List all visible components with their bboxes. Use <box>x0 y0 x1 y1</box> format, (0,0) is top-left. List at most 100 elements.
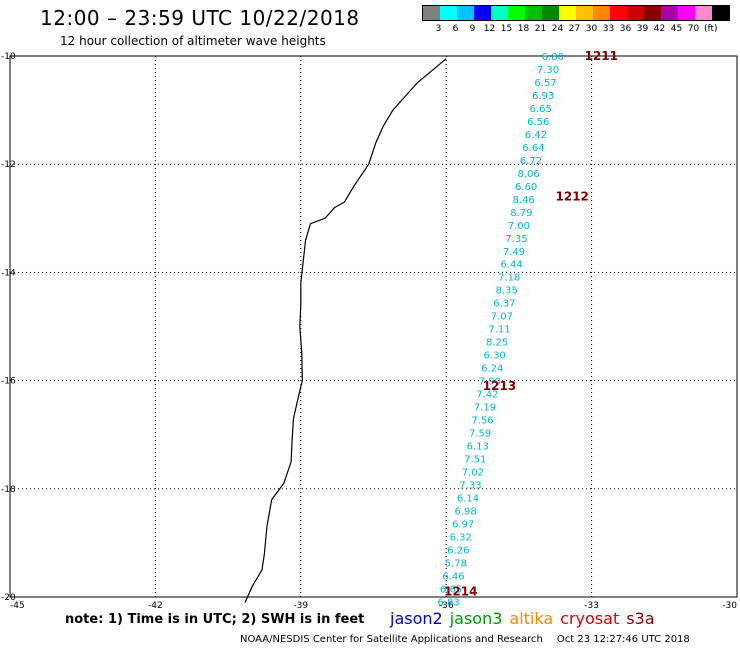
swh-value: 7.30 <box>537 65 559 76</box>
altimeter-track-values: 6.80 7.30 6.57 6.93 6.65 6.56 6.42 6.64 6.72 8.06… <box>437 52 563 608</box>
color-swatch <box>474 6 491 20</box>
swh-value: 8.25 <box>486 338 508 349</box>
color-swatch <box>712 6 729 20</box>
swh-value: 6.65 <box>530 104 552 115</box>
swh-value: 6.64 <box>522 143 544 154</box>
swh-value: 6.46 <box>442 571 464 582</box>
color-scale-tick: 27 <box>568 24 581 34</box>
swh-value: 7.07 <box>491 312 513 323</box>
coastline <box>244 58 447 603</box>
color-swatch <box>576 6 593 20</box>
swh-value: 6.13 <box>467 442 489 453</box>
swh-value: 6.37 <box>493 299 515 310</box>
color-scale-tick: 36 <box>619 24 632 34</box>
swh-value: 8.46 <box>513 195 535 206</box>
color-scale-tick: 42 <box>653 24 666 34</box>
satellite-label-s3a: s3a <box>626 609 655 628</box>
color-swatch <box>559 6 576 20</box>
color-swatch <box>508 6 525 20</box>
color-scale-tick: 39 <box>636 24 649 34</box>
color-scale-swatches <box>422 5 730 21</box>
swh-value: 6.97 <box>452 519 474 530</box>
swh-value: 8.06 <box>517 169 539 180</box>
time-label: 1214 <box>444 585 477 599</box>
lon-tick-label: -33 <box>584 601 599 611</box>
swh-value: 7.02 <box>462 467 484 478</box>
lat-tick-label: -20 <box>1 593 16 603</box>
color-swatch <box>423 6 440 20</box>
swh-value: 6.30 <box>484 351 506 362</box>
swh-value: 6.14 <box>457 493 479 504</box>
swh-value: 6.42 <box>525 130 547 141</box>
color-scale-tick: 30 <box>585 24 598 34</box>
swh-value: 6.44 <box>500 260 522 271</box>
swh-value: 6.26 <box>447 545 469 556</box>
lon-tick-label: -45 <box>10 601 25 611</box>
color-swatch <box>661 6 678 20</box>
swh-value: 7.90 <box>479 377 501 388</box>
footer-timestamp: Oct 23 12:27:46 UTC 2018 <box>556 634 690 645</box>
color-scale-tick: 45 <box>670 24 683 34</box>
swh-value: 7.33 <box>459 480 481 491</box>
color-scale-tick: 70 <box>687 24 700 34</box>
color-swatch <box>457 6 474 20</box>
footer: NOAA/NESDIS Center for Satellite Applica… <box>240 634 690 645</box>
swh-value: 7.49 <box>503 247 525 258</box>
swh-value: 7.11 <box>488 325 510 336</box>
satellite-label-jason2: jason2 <box>390 609 443 628</box>
swh-value: 6.65 <box>440 584 462 595</box>
lat-tick-label: -18 <box>1 485 16 495</box>
color-scale-tick: 9 <box>469 24 476 34</box>
swh-value: 7.51 <box>464 455 486 466</box>
lat-tick-label: -12 <box>1 160 16 170</box>
swh-value: 6.72 <box>520 156 542 167</box>
color-scale-tick: 6 <box>452 24 459 34</box>
color-scale-tick: 3 <box>435 24 442 34</box>
color-scale-tick: 18 <box>517 24 530 34</box>
color-swatch <box>627 6 644 20</box>
lon-tick-label: -36 <box>439 601 454 611</box>
color-swatch <box>440 6 457 20</box>
swh-value: 7.00 <box>508 221 530 232</box>
color-swatch <box>593 6 610 20</box>
color-swatch <box>610 6 627 20</box>
satellite-legend: jason2 jason3 altika cryosat s3a <box>390 609 662 628</box>
axis-tick-labels: -45 -42 -39 -36 -33 -30 -10 -12 -14 -16 -18 -20 <box>1 52 737 611</box>
lat-tick-label: -16 <box>1 377 16 387</box>
color-swatch <box>542 6 559 20</box>
map-subtitle: 12 hour collection of altimeter wave hei… <box>60 34 326 48</box>
color-scale-legend: 3 6 9 12 15 18 21 24 27 30 33 36 39 42 45 70 (ft) <box>422 5 730 34</box>
color-scale-tick: 21 <box>534 24 547 34</box>
satellite-label-cryosat: cryosat <box>560 609 620 628</box>
time-label: 1212 <box>556 190 589 204</box>
lon-tick-label: -30 <box>722 601 737 611</box>
swh-value: 7.18 <box>498 273 520 284</box>
units-note: note: 1) Time is in UTC; 2) SWH is in fe… <box>65 612 365 627</box>
swh-value: 7.42 <box>476 390 498 401</box>
swh-value: 7.35 <box>505 234 527 245</box>
swh-value: 7.56 <box>471 416 493 427</box>
lat-tick-label: -10 <box>1 52 16 62</box>
map-title: 12:00 – 23:59 UTC 10/22/2018 <box>40 6 360 30</box>
lon-tick-label: -42 <box>148 601 163 611</box>
track-time-labels: 1211 1212 1213 1214 <box>444 49 618 599</box>
swh-value: 6.56 <box>527 117 549 128</box>
color-swatch <box>525 6 542 20</box>
swh-value: 7.19 <box>474 403 496 414</box>
map-frame <box>9 55 738 598</box>
satellite-label-jason3: jason3 <box>449 609 503 628</box>
swh-value: 7.59 <box>469 429 491 440</box>
swh-value: 6.83 <box>437 597 459 608</box>
swh-value: 6.57 <box>534 78 556 89</box>
lat-lon-grid <box>10 56 737 597</box>
lon-tick-label: -39 <box>293 601 308 611</box>
color-scale-tick: 33 <box>602 24 615 34</box>
color-scale-unit: (ft) <box>704 24 718 34</box>
color-swatch <box>695 6 712 20</box>
color-scale-tick: 24 <box>551 24 564 34</box>
swh-value: 6.80 <box>542 52 564 63</box>
swh-value: 5.78 <box>445 558 467 569</box>
swh-value: 6.93 <box>532 91 554 102</box>
color-scale-ticks: 3 6 9 12 15 18 21 24 27 30 33 36 39 42 45 70 (ft) <box>430 24 730 34</box>
